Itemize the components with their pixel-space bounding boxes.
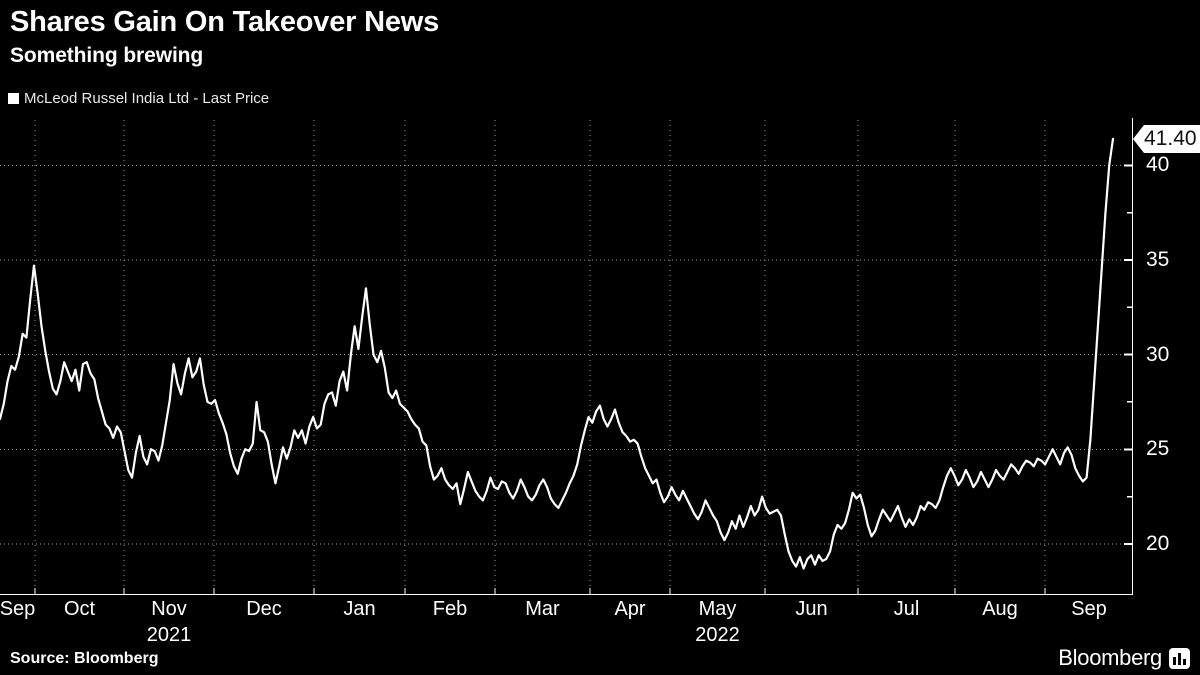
x-axis-tick-label: Jun [795,598,828,620]
callout-arrow-icon [1133,124,1144,153]
source-note: Source: Bloomberg [10,650,159,667]
y-axis-tick-label: 20 [1146,531,1170,555]
x-axis-tick-label: Oct [63,598,96,620]
y-axis-tick-label: 40 [1146,153,1170,177]
price-line [0,137,1115,570]
y-axis-tick-label: 30 [1146,342,1170,366]
page-title: Shares Gain On Takeover News [10,6,440,38]
line-chart-svg [0,118,1133,595]
brand-label: Bloomberg [1058,645,1162,670]
x-axis-tick-label: Dec [246,598,282,620]
bloomberg-brand: Bloomberg [1058,645,1190,671]
y-axis-tick-label: 25 [1146,437,1170,461]
chart-legend: McLeod Russel India Ltd - Last Price [8,90,269,107]
x-axis-tick-label: Sep [1071,598,1107,620]
x-axis-year-label: 2022 [695,624,740,646]
legend-label: McLeod Russel India Ltd - Last Price [24,90,270,107]
x-axis-tick-label: Nov [151,598,187,620]
x-axis-tick-label: Feb [432,598,468,620]
x-axis-tick-label: Aug [982,598,1018,620]
x-axis-tick-label: Apr [614,598,646,620]
y-axis-tick-label: 35 [1146,247,1170,271]
x-axis-year-label: 2021 [146,624,192,646]
x-axis-tick-label: May [698,598,737,620]
legend-swatch-icon [8,93,19,104]
x-axis-tick-label: Sep [0,598,36,620]
x-axis-tick-label: Jan [343,598,376,620]
last-price-callout: 41.40 [1133,124,1200,153]
x-axis-tick-label: Jul [893,598,920,620]
page-subtitle: Something brewing [10,44,204,67]
bloomberg-bars-icon [1169,647,1190,669]
last-price-value: 41.40 [1144,124,1200,153]
chart-plot-area [0,118,1133,595]
x-axis-tick-label: Mar [525,598,560,620]
